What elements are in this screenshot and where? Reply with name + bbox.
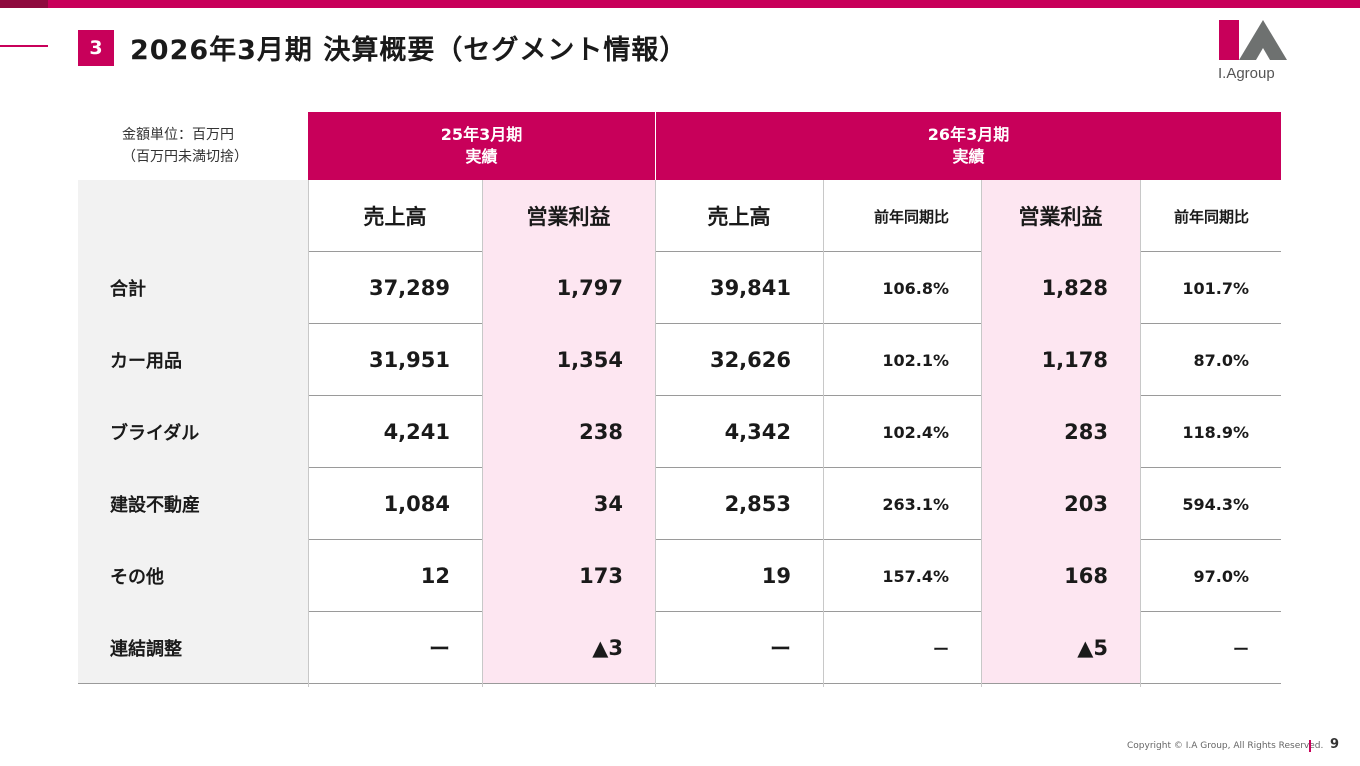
- table-cell: 173: [579, 564, 623, 588]
- top-accent-bar: [0, 0, 1360, 8]
- table-row: [78, 468, 1281, 540]
- table-cell: ▲5: [1077, 636, 1108, 660]
- table-cell: 102.1%: [882, 350, 949, 370]
- table-cell: 1,084: [383, 492, 450, 516]
- table-row: [78, 540, 1281, 612]
- row-label: 建設不動産: [110, 495, 200, 516]
- column-header-5: 営業利益: [1018, 205, 1103, 229]
- row-label: 合計: [110, 279, 146, 300]
- table-cell: 263.1%: [882, 494, 949, 514]
- table-cell: 101.7%: [1182, 278, 1249, 298]
- unit-note-line1: 金額単位：百万円: [122, 127, 234, 143]
- ia-group-logo: I.Agroup: [1218, 20, 1287, 82]
- row-label: その他: [110, 567, 164, 588]
- table-row: [78, 324, 1281, 396]
- table-cell: 118.9%: [1182, 422, 1249, 442]
- table-row: [78, 252, 1281, 324]
- table-cell: 238: [579, 420, 623, 444]
- copyright-text: Copyright © I.A Group, All Rights Reserv…: [1127, 741, 1324, 751]
- period-prev-line1: 25年3月期: [440, 125, 523, 144]
- table-cell: ▲3: [592, 636, 623, 660]
- table-cell: 37,289: [368, 276, 450, 300]
- top-accent-bar-dark: [0, 0, 48, 8]
- title-accent-line: [0, 45, 48, 47]
- table-cell: 1,354: [556, 348, 623, 372]
- table-row: [78, 612, 1281, 684]
- column-header-2: 営業利益: [526, 205, 611, 229]
- table-cell: 594.3%: [1182, 494, 1249, 514]
- column-header-3: 売上高: [707, 205, 771, 229]
- operating-profit-column-bg: [981, 180, 1140, 683]
- column-header-row: [78, 180, 1281, 252]
- period-header-prev: 25年3月期 実績: [308, 112, 655, 180]
- table-cell: ー: [770, 637, 791, 661]
- table-cell: 4,241: [383, 420, 450, 444]
- unit-note-line2: （百万円未満切捨）: [122, 149, 248, 165]
- table-cell: 31,951: [368, 348, 450, 372]
- period-curr-line1: 26年3月期: [927, 125, 1010, 144]
- column-header-6: 前年同期比: [1173, 207, 1249, 226]
- table-cell: 283: [1064, 420, 1108, 444]
- table-cell: 1,178: [1041, 348, 1108, 372]
- row-label: カー用品: [110, 351, 182, 372]
- page-number: 9: [1330, 737, 1340, 752]
- table-row: [78, 396, 1281, 468]
- table-cell: 1,797: [556, 276, 623, 300]
- period-curr-line2: 実績: [952, 147, 985, 166]
- table-cell: 102.4%: [882, 422, 949, 442]
- table-cell: 203: [1064, 492, 1108, 516]
- period-prev-line2: 実績: [465, 147, 498, 166]
- table-cell: 39,841: [709, 276, 791, 300]
- section-number-badge: 3: [78, 30, 114, 66]
- logo-wordmark: I.Agroup: [1218, 65, 1275, 82]
- table-cell: 106.8%: [882, 278, 949, 298]
- table-cell: 32,626: [709, 348, 791, 372]
- table-cell: 168: [1064, 564, 1108, 588]
- table-cell: ー: [1232, 640, 1249, 659]
- row-label: ブライダル: [110, 423, 200, 444]
- table-cell: 2,853: [724, 492, 791, 516]
- period-header-curr: 26年3月期 実績: [655, 112, 1281, 180]
- page-title: 2026年3月期 決算概要（セグメント情報）: [130, 35, 688, 66]
- column-divider: [823, 180, 824, 687]
- column-header-4: 前年同期比: [873, 207, 949, 226]
- column-divider: [1140, 180, 1141, 687]
- operating-profit-column-bg: [482, 180, 655, 683]
- page-number-separator: [1309, 740, 1311, 752]
- unit-note: 金額単位：百万円 （百万円未満切捨）: [122, 124, 248, 168]
- table-cell: 1,828: [1041, 276, 1108, 300]
- column-divider: [655, 180, 656, 687]
- table-cell: 12: [420, 564, 450, 588]
- column-divider: [482, 180, 483, 687]
- label-column-bg: [78, 180, 308, 683]
- table-cell: 87.0%: [1193, 350, 1249, 370]
- column-divider: [981, 180, 982, 687]
- column-divider: [308, 180, 309, 687]
- table-cell: 34: [593, 492, 623, 516]
- row-label: 連結調整: [110, 639, 182, 660]
- table-cell: ー: [429, 637, 450, 661]
- table-cell: 157.4%: [882, 566, 949, 586]
- table-cell: ー: [932, 640, 949, 659]
- table-cell: 4,342: [724, 420, 791, 444]
- table-cell: 97.0%: [1193, 566, 1249, 586]
- table-cell: 19: [761, 564, 791, 588]
- column-header-1: 売上高: [363, 205, 427, 229]
